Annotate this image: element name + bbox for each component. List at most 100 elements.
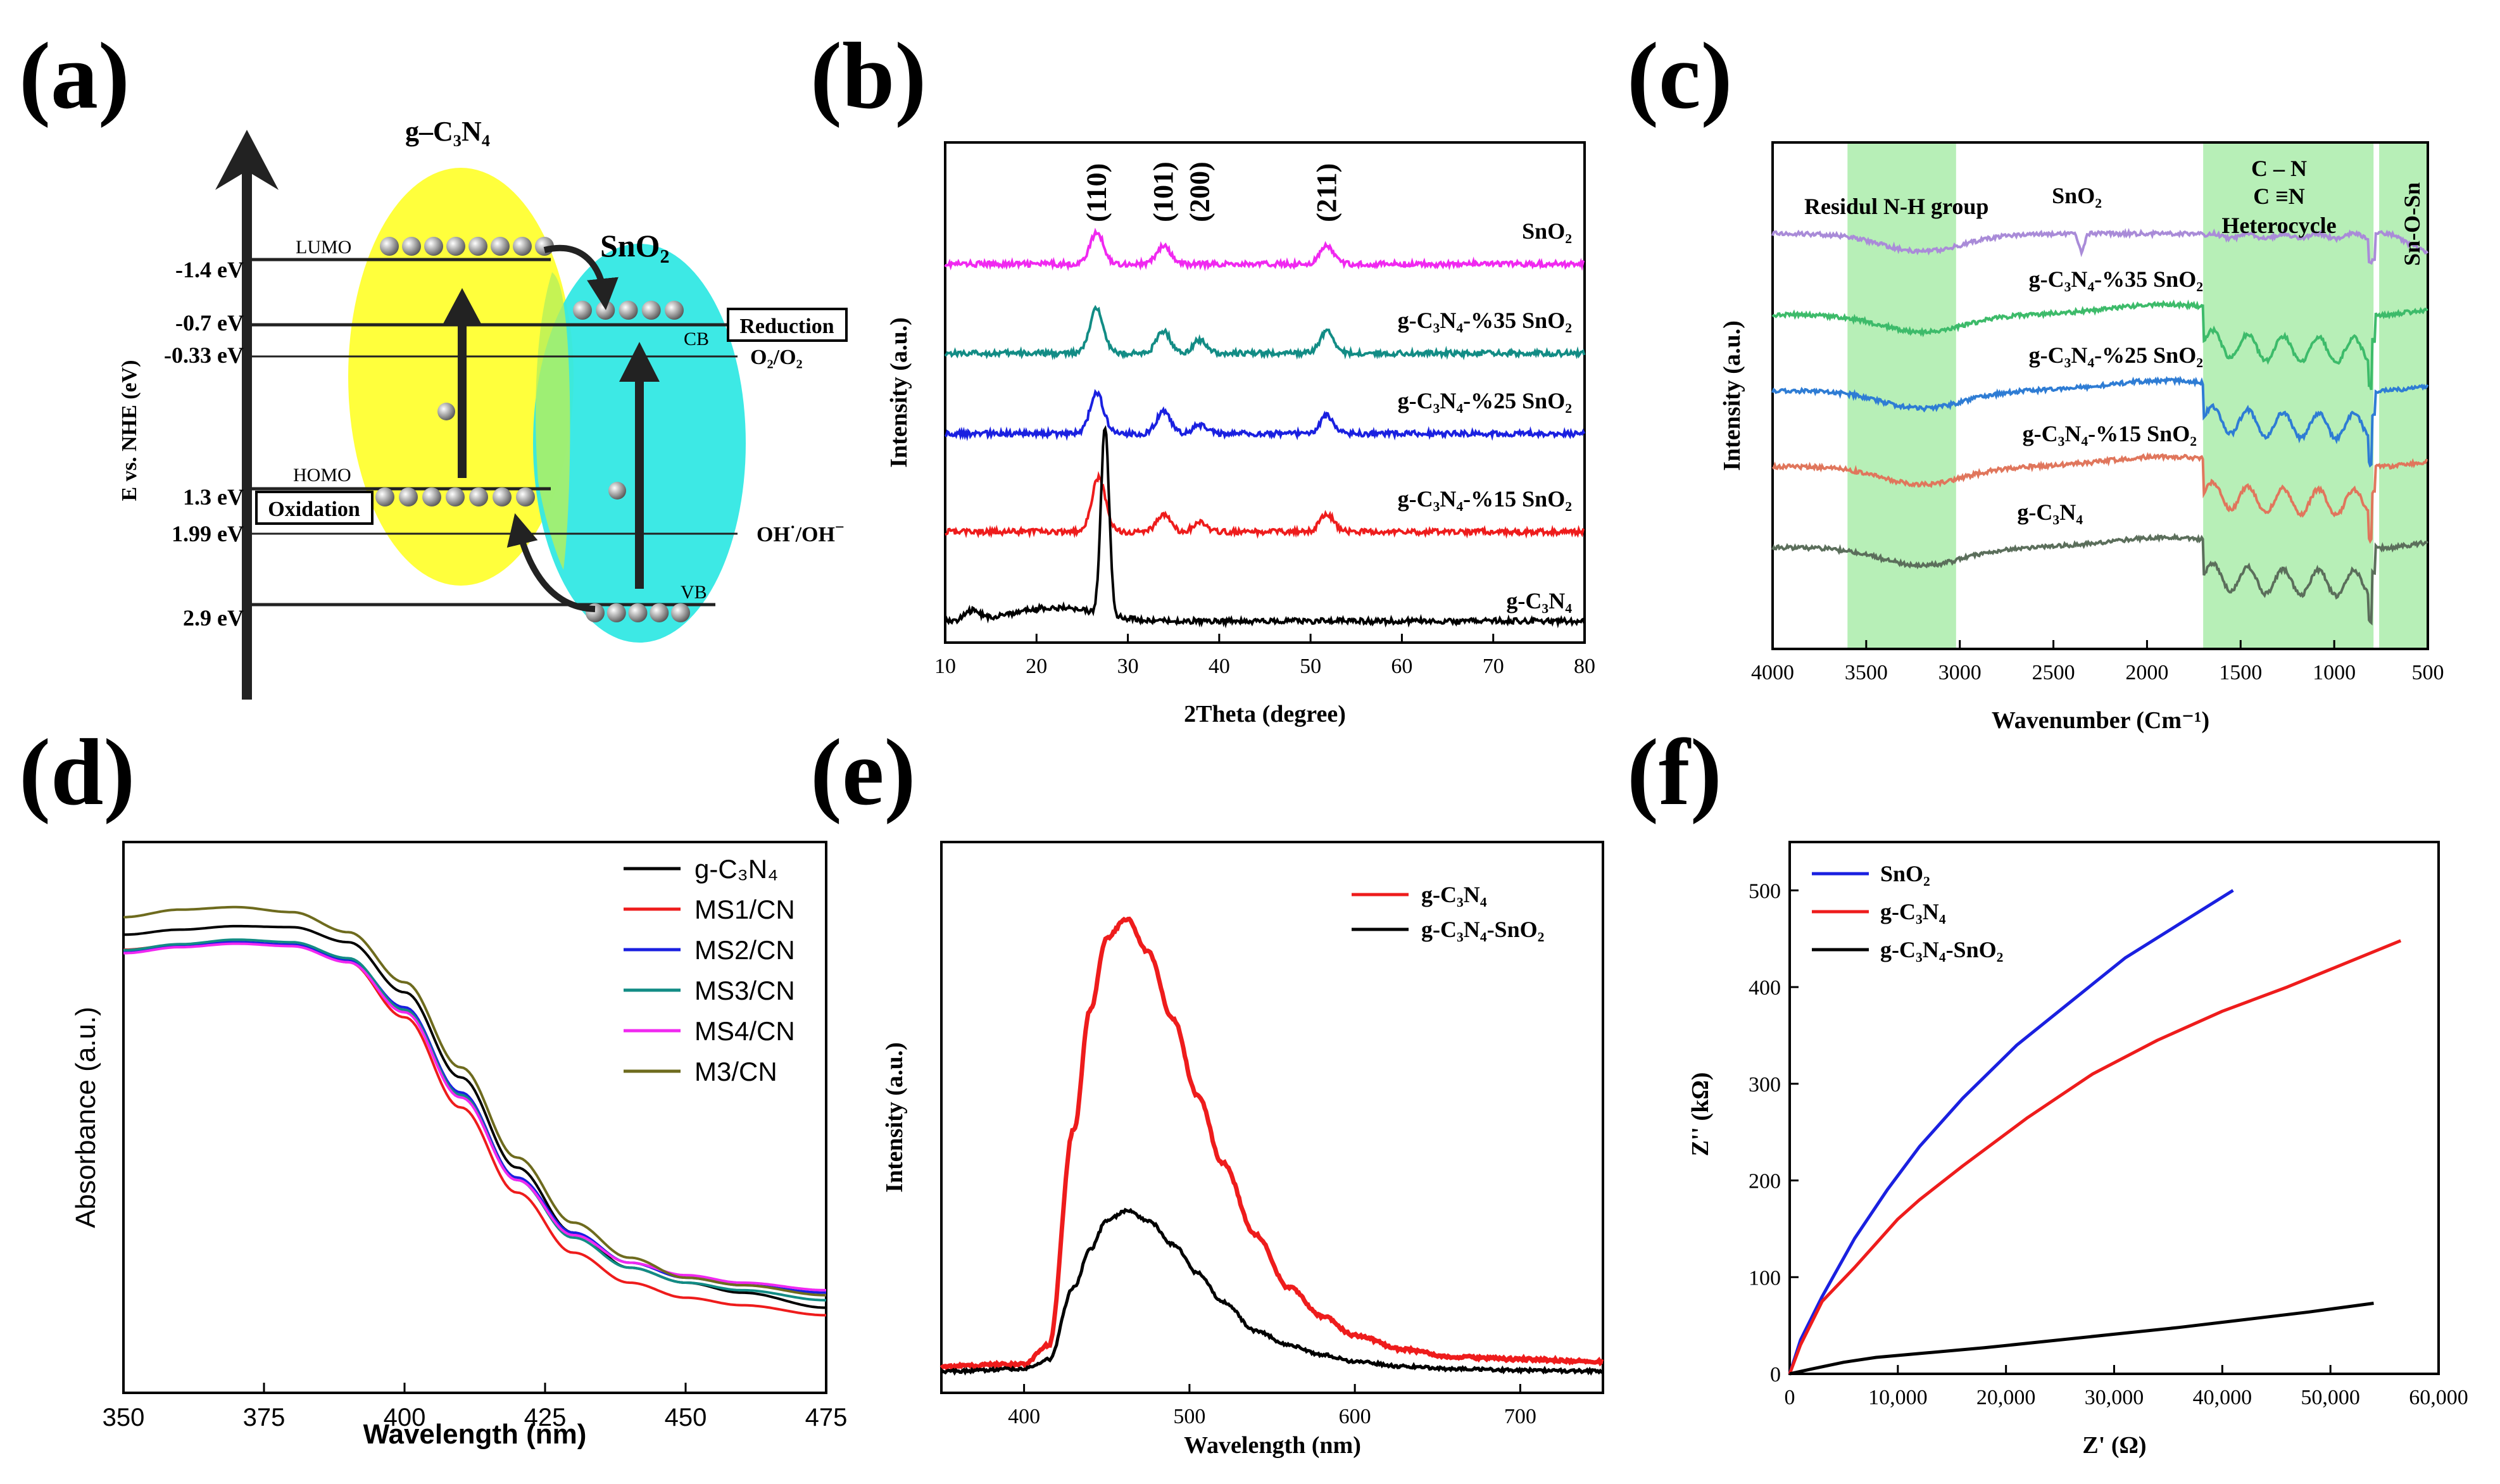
pl-series-line <box>940 1207 1604 1376</box>
eis-series-line <box>1788 939 2402 1374</box>
x-axis-label: Wavelength (nm) <box>363 1419 587 1450</box>
x-tick-label: 3500 <box>1845 661 1888 684</box>
band-label: C ≡N <box>2253 184 2305 209</box>
series-label: SnO₂ <box>1522 218 1572 244</box>
eis-series-line <box>1788 889 2234 1374</box>
ftir-series-line <box>1771 532 2428 626</box>
series-label: g-C₃N₄ <box>2017 500 2083 525</box>
electron-ball <box>641 301 661 320</box>
energy-label: -0.7 eV <box>175 310 244 336</box>
reduction-box <box>727 308 848 342</box>
band-label: Residul N-H group <box>1804 194 1988 219</box>
y-tick-label: 300 <box>1749 1073 1781 1097</box>
x-tick-label: 80 <box>1574 655 1595 678</box>
electron-ball <box>422 487 441 506</box>
legend-label: M3/CN <box>694 1057 777 1086</box>
electron-ball <box>665 301 684 320</box>
electron-ball <box>573 301 592 320</box>
x-tick-label: 20 <box>1026 655 1047 678</box>
ftir-series-line <box>1771 299 2428 391</box>
electron-ball <box>491 237 510 256</box>
xrd-series-line <box>945 470 1585 539</box>
plot-frame <box>944 141 1586 644</box>
y-axis-label: Intensity (a.u.) <box>1719 320 1745 471</box>
y-axis-label: Intensity (a.u.) <box>881 1042 908 1193</box>
x-tick-label: 50 <box>1300 655 1321 678</box>
ftir-series-line <box>1771 452 2428 544</box>
y-axis-label: Absorbance (a.u.) <box>70 1007 101 1228</box>
series-label: g-C₃N₄-%15 SnO₂ <box>1398 486 1572 512</box>
electron-transfer-arrow <box>543 244 619 310</box>
vb-label: VB <box>681 582 707 603</box>
cb-label: CB <box>684 329 709 349</box>
band-label: Sn-O-Sn <box>2399 182 2425 266</box>
panel-e-pl: 400 500 600 700 g-C₃N₄ g-C₃N₄-SnO₂ Wavelengt… <box>881 841 1604 1459</box>
legend-label: MS4/CN <box>694 1016 795 1046</box>
gcn-excitation-arrowhead <box>442 288 482 326</box>
panel-label-e: (e) <box>810 720 915 825</box>
y-tick-label: 0 <box>1770 1363 1781 1387</box>
electron-ball <box>380 237 399 256</box>
y-tick-label: 100 <box>1749 1266 1781 1290</box>
o2-couple-label: O₂/O₂ <box>750 346 803 369</box>
electron-ball <box>671 603 690 622</box>
energy-axis-arrowhead <box>215 130 279 190</box>
reduction-label: Reduction <box>739 315 834 338</box>
panel-label-f: (f) <box>1627 720 1722 825</box>
x-tick-label: 400 <box>384 1404 426 1431</box>
panel-c-ftir: 4000 3500 3000 2500 2000 1500 1000 500 SnO₂ g-C₃… <box>1719 141 2444 734</box>
legend-label: MS1/CN <box>694 895 795 924</box>
x-tick-label: 700 <box>1504 1405 1536 1428</box>
y-tick-label: 400 <box>1749 976 1781 1000</box>
energy-axis-label: E vs. NHE (eV) <box>118 360 141 501</box>
x-tick-label: 30,000 <box>2085 1386 2144 1409</box>
xrd-series-line <box>944 425 1586 629</box>
x-tick-label: 3000 <box>1938 661 1982 684</box>
x-tick-label: 475 <box>805 1404 848 1431</box>
gcn-title: g–C₃N₄ <box>405 116 490 147</box>
legend-label: MS2/CN <box>694 935 795 965</box>
xrd-series-line <box>944 305 1586 361</box>
x-tick-label: 400 <box>1008 1405 1040 1428</box>
electron-ball <box>619 301 638 320</box>
y-tick-label: 200 <box>1749 1170 1781 1193</box>
energy-label: 2.9 eV <box>183 605 244 631</box>
oxidation-box <box>255 491 374 525</box>
series-label: g-C₃N₄ <box>1506 588 1572 613</box>
x-tick-label: 70 <box>1483 655 1504 678</box>
plot-frame <box>1771 141 2429 650</box>
x-tick-label: 0 <box>1785 1386 1795 1409</box>
panel-d-uvvis: 350 375 400 425 450 475 g-C₃N₄ MS1/CN MS2/CN MS3… <box>70 841 848 1450</box>
spectral-band <box>2379 142 2428 649</box>
electron-ball <box>628 603 648 622</box>
x-tick-label: 1500 <box>2219 661 2262 684</box>
electron-ball <box>469 487 488 506</box>
x-tick-label: 2500 <box>2032 661 2075 684</box>
electron-ball <box>446 237 465 256</box>
peak-label: (211) <box>1311 163 1342 222</box>
electron-ball <box>516 487 535 506</box>
x-tick-label: 30 <box>1117 655 1139 678</box>
legend-label: g-C₃N₄-SnO₂ <box>1421 917 1544 942</box>
oh-couple-label: OH·/OH− <box>757 518 845 546</box>
electron-ball <box>650 603 669 622</box>
electron-ball <box>446 487 465 506</box>
spectral-band <box>2203 142 2374 649</box>
energy-label: -0.33 eV <box>164 343 244 368</box>
series-label: g-C₃N₄-%15 SnO₂ <box>2023 421 2197 446</box>
x-tick-label: 2000 <box>2125 661 2168 684</box>
x-tick-label: 600 <box>1339 1405 1371 1428</box>
energy-label: -1.4 eV <box>175 257 244 282</box>
panel-b-xrd: 10 20 30 40 50 60 70 80 SnO₂ g-C₃N₄-%35 SnO₂ g-C₃… <box>886 141 1595 727</box>
peak-label: (200) <box>1184 161 1215 222</box>
xrd-series-line <box>944 389 1586 441</box>
panel-f-eis: 0 10,000 20,000 30,000 40,000 50,000 60,000 0 10… <box>1687 841 2468 1459</box>
peak-label: (110) <box>1081 163 1112 222</box>
electron-ball <box>493 487 512 506</box>
electron-ball <box>606 603 626 622</box>
panel-label-b: (b) <box>810 23 926 129</box>
electron-ball <box>424 237 443 256</box>
series-label: g-C₃N₄-%35 SnO₂ <box>2029 267 2203 292</box>
x-tick-label: 40,000 <box>2193 1386 2252 1409</box>
